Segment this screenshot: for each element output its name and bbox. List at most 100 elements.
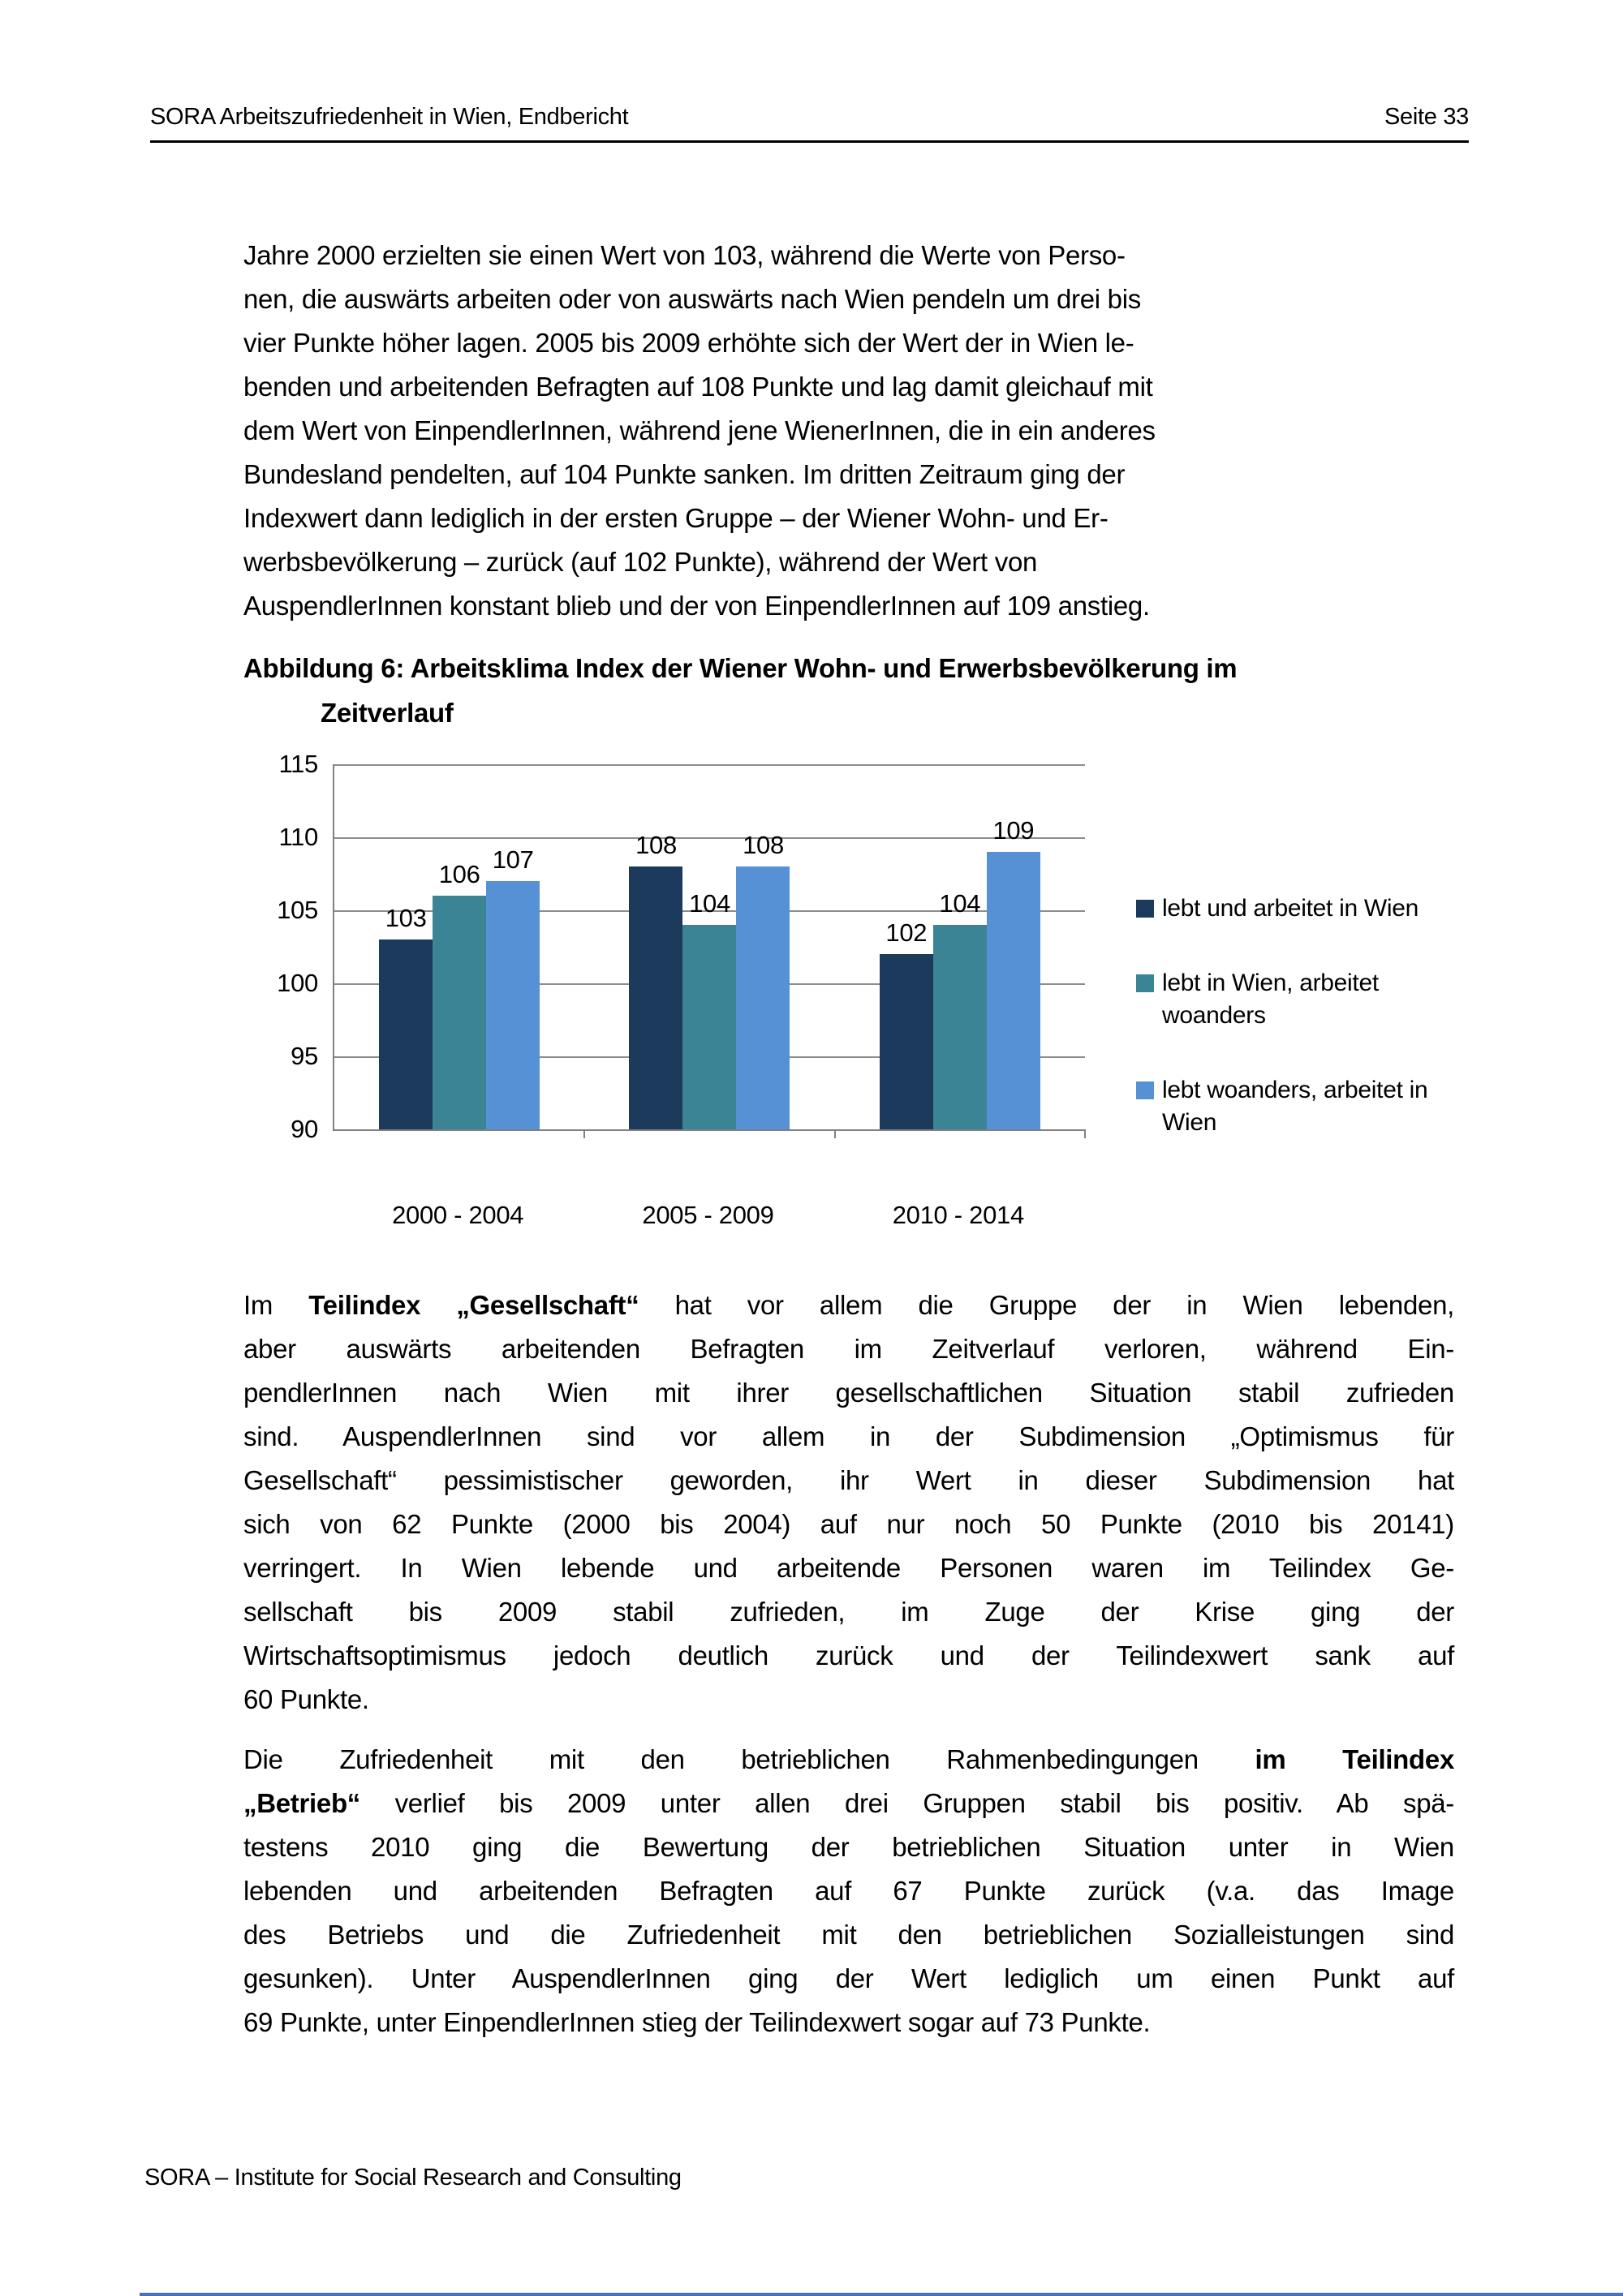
gridline [334, 837, 1085, 839]
text-line: AuspendlerInnen konstant blieb und der v… [243, 584, 1454, 628]
bar: 104 [682, 889, 737, 1129]
text-line: dem Wert von EinpendlerInnen, während je… [243, 409, 1454, 453]
text: verlief bis 2009 unter allen drei Gruppe… [360, 1788, 1455, 1818]
text-line: 69 Punkte, unter EinpendlerInnen stieg d… [243, 2001, 1454, 2044]
x-axis-category-label: 2000 - 2004 [392, 1201, 524, 1229]
text: sellschaft bis 2009 stabil zufrieden, im… [243, 1597, 1454, 1627]
text: nen, die auswärts arbeiten oder von ausw… [243, 284, 1141, 314]
bar: 107 [486, 845, 540, 1129]
bar-value-label: 108 [635, 831, 677, 859]
paragraph: Jahre 2000 erzielten sie einen Wert von … [243, 234, 1454, 628]
text-line: Jahre 2000 erzielten sie einen Wert von … [243, 234, 1454, 277]
text-line: sind. AuspendlerInnen sind vor allem in … [243, 1415, 1454, 1459]
text: 60 Punkte. [243, 1684, 369, 1714]
bar-chart: 90 95 100 105 110 115 103 106 107 108 104 108 102 10… [243, 750, 1454, 1272]
text-line: aber auswärts arbeitenden Befragten im Z… [243, 1327, 1454, 1371]
text: Indexwert dann lediglich in der ersten G… [243, 503, 1109, 533]
text-line: Bundesland pendelten, auf 104 Punkte san… [243, 453, 1454, 497]
legend-item: lebt und arbeitet in Wien [1136, 892, 1461, 925]
bar: 108 [629, 831, 683, 1129]
text: sich von 62 Punkte (2000 bis 2004) auf n… [243, 1509, 1454, 1539]
bar-value-label: 104 [939, 889, 981, 918]
text: verringert. In Wien lebende und arbeiten… [243, 1553, 1454, 1583]
paragraph: Im Teilindex „Gesellschaft“ hat vor alle… [243, 1283, 1454, 1722]
page-number: Seite 33 [1384, 104, 1469, 130]
bar: 102 [879, 918, 933, 1129]
text: benden und arbeitenden Befragten auf 108… [243, 372, 1153, 402]
text-line: lebenden und arbeitenden Befragten auf 6… [243, 1869, 1454, 1913]
y-axis-tick-label: 100 [277, 969, 318, 997]
bar: 103 [379, 904, 433, 1129]
bar: 104 [932, 889, 987, 1129]
text-line: nen, die auswärts arbeiten oder von ausw… [243, 277, 1454, 321]
text-line: sellschaft bis 2009 stabil zufrieden, im… [243, 1590, 1454, 1634]
bar: 109 [986, 816, 1040, 1129]
paragraph: Die Zufriedenheit mit den betrieblichen … [243, 1738, 1454, 2044]
legend-label: lebt woanders, arbeitet in Wien [1162, 1077, 1428, 1136]
text-line: Im Teilindex „Gesellschaft“ hat vor alle… [243, 1283, 1454, 1327]
text: vier Punkte höher lagen. 2005 bis 2009 e… [243, 328, 1134, 358]
chart-plot-area: 103 106 107 108 104 108 102 104 109 [333, 764, 1086, 1138]
y-axis-tick-label: 110 [278, 823, 318, 851]
text: Die Zufriedenheit mit den betrieblichen … [243, 1744, 1255, 1774]
bold-text: im Teilindex [1255, 1744, 1455, 1774]
text-line: des Betriebs und die Zufriedenheit mit d… [243, 1913, 1454, 1957]
bold-text: Teilindex „Gesellschaft“ [308, 1290, 639, 1320]
text-line: 60 Punkte. [243, 1678, 1454, 1722]
page-footer: SORA – Institute for Social Research and… [144, 2165, 682, 2191]
bar-value-label: 109 [992, 816, 1035, 845]
text: Jahre 2000 erzielten sie einen Wert von … [243, 240, 1126, 270]
text-line: testens 2010 ging die Bewertung der betr… [243, 1825, 1454, 1869]
bar-value-label: 107 [492, 845, 534, 874]
text: pendlerInnen nach Wien mit ihrer gesells… [243, 1378, 1454, 1408]
y-axis-tick-label: 90 [291, 1115, 318, 1143]
gridline [334, 910, 1085, 912]
text-line: gesunken). Unter AuspendlerInnen ging de… [243, 1957, 1454, 2001]
bar-value-label: 103 [385, 904, 427, 932]
text-line: verringert. In Wien lebende und arbeiten… [243, 1546, 1454, 1590]
bar: 106 [433, 860, 487, 1129]
text-line: pendlerInnen nach Wien mit ihrer gesells… [243, 1371, 1454, 1415]
text-line: sich von 62 Punkte (2000 bis 2004) auf n… [243, 1503, 1454, 1546]
bar-value-label: 108 [743, 831, 784, 859]
text-line: werbsbevölkerung – zurück (auf 102 Punkt… [243, 540, 1454, 584]
bold-text: „Betrieb“ [243, 1788, 360, 1818]
x-axis-category-label: 2005 - 2009 [642, 1201, 774, 1229]
text-line: Wirtschaftsoptimismus jedoch deutlich zu… [243, 1634, 1454, 1678]
text: aber auswärts arbeitenden Befragten im Z… [243, 1334, 1454, 1364]
gridline [334, 764, 1085, 766]
page-header: SORA Arbeitszufriedenheit in Wien, Endbe… [150, 104, 1469, 143]
y-axis-tick-label: 115 [278, 750, 318, 778]
text-line: Die Zufriedenheit mit den betrieblichen … [243, 1738, 1454, 1782]
y-axis-tick-label: 95 [291, 1042, 318, 1070]
text: Wirtschaftsoptimismus jedoch deutlich zu… [243, 1640, 1454, 1670]
text: Gesellschaft“ pessimistischer geworden, … [243, 1465, 1454, 1495]
text-line: benden und arbeitenden Befragten auf 108… [243, 365, 1454, 409]
text-line: Gesellschaft“ pessimistischer geworden, … [243, 1459, 1454, 1503]
legend-swatch [1136, 1081, 1154, 1099]
legend-item: lebt in Wien, arbeitet woanders [1136, 967, 1461, 1032]
y-axis-tick-label: 105 [277, 896, 318, 924]
legend-item: lebt woanders, arbeitet in Wien [1136, 1074, 1461, 1139]
header-title: SORA Arbeitszufriedenheit in Wien, Endbe… [150, 104, 629, 130]
text: sind. AuspendlerInnen sind vor allem in … [243, 1421, 1454, 1451]
chart-legend: lebt und arbeitet in Wien lebt in Wien, a… [1136, 892, 1461, 1139]
x-axis-tick [583, 1129, 586, 1138]
figure-caption-line-1: Abbildung 6: Arbeitsklima Index der Wien… [243, 653, 1238, 683]
figure-caption: Abbildung 6: Arbeitsklima Index der Wien… [243, 646, 1454, 735]
text: Bundesland pendelten, auf 104 Punkte san… [243, 459, 1126, 489]
legend-label: lebt und arbeitet in Wien [1162, 895, 1419, 922]
text: AuspendlerInnen konstant blieb und der v… [243, 591, 1150, 621]
text-line: „Betrieb“ verlief bis 2009 unter allen d… [243, 1782, 1454, 1825]
bar-value-label: 102 [885, 918, 928, 947]
text: gesunken). Unter AuspendlerInnen ging de… [243, 1963, 1454, 1993]
x-axis-tick [833, 1129, 836, 1138]
text: lebenden und arbeitenden Befragten auf 6… [243, 1876, 1454, 1906]
text-line: Indexwert dann lediglich in der ersten G… [243, 497, 1454, 540]
x-axis-tick [1084, 1129, 1086, 1138]
bar-value-label: 106 [438, 860, 480, 888]
text-line: vier Punkte höher lagen. 2005 bis 2009 e… [243, 321, 1454, 365]
footer-text: SORA – Institute for Social Research and… [144, 2165, 682, 2191]
legend-swatch [1136, 974, 1154, 992]
